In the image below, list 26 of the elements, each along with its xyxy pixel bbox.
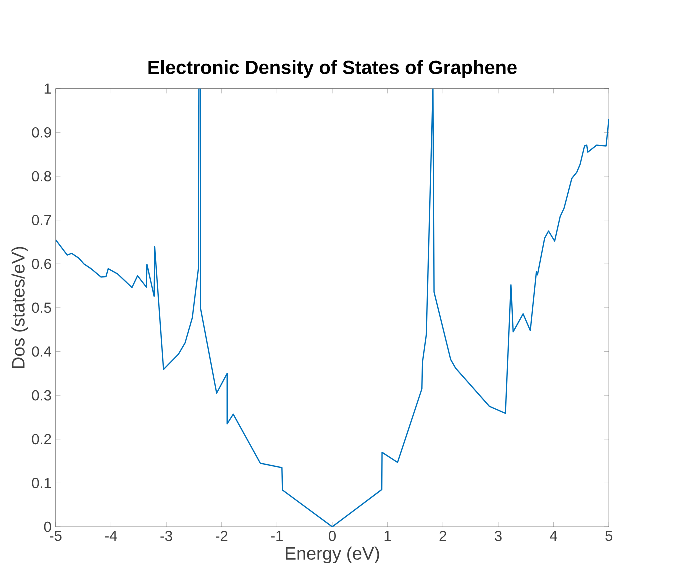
y-tick-label: 0.1 xyxy=(32,478,52,488)
x-tick-label: 0 xyxy=(329,530,336,542)
y-tick-label: 0.7 xyxy=(32,215,52,226)
x-tick-label: 5 xyxy=(606,530,613,542)
y-tick-label: 0.6 xyxy=(32,258,52,270)
y-tick-label: 0.4 xyxy=(32,346,52,357)
x-tick-label: -4 xyxy=(105,530,118,541)
x-tick-label: -2 xyxy=(216,530,228,542)
x-tick-label: 3 xyxy=(494,530,502,542)
x-tick-label: 2 xyxy=(440,530,446,542)
x-tick-label: -3 xyxy=(160,530,172,542)
chart-title: Electronic Density of States of Graphene xyxy=(148,60,517,78)
y-tick-label: 0.3 xyxy=(32,390,52,401)
x-tick-label: -1 xyxy=(271,530,283,541)
x-tick-label: 1 xyxy=(384,530,392,541)
x-axis-title: Energy (eV) xyxy=(286,546,380,564)
line-series xyxy=(56,88,610,527)
y-axis-title: Dos (states/eV) xyxy=(12,247,28,368)
y-tick-label: 0 xyxy=(44,522,52,532)
y-tick-label: 0.9 xyxy=(32,127,52,138)
y-tick-label: 0.8 xyxy=(32,171,52,182)
x-tick-label: -5 xyxy=(50,530,62,542)
x-tick-label: 4 xyxy=(550,530,558,541)
y-tick-label: 0.5 xyxy=(32,302,52,314)
y-tick-label: 1 xyxy=(44,84,52,94)
y-tick-label: 0.2 xyxy=(32,434,52,444)
